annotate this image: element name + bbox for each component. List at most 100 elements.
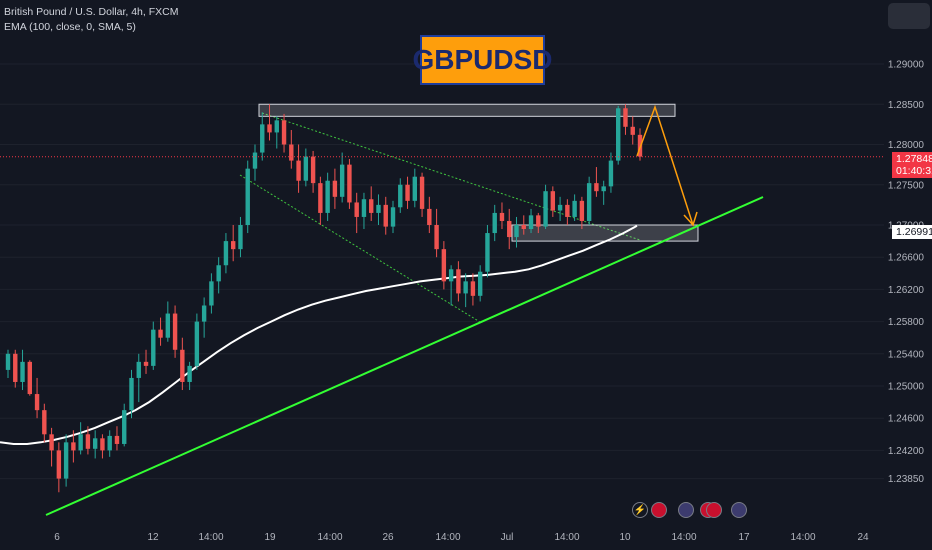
candle-down [71, 430, 76, 463]
candle-up [107, 430, 112, 457]
candle-body [361, 199, 367, 217]
candle-body [245, 168, 250, 225]
candle-up [245, 160, 250, 234]
ema-price-value: 1.26991 [896, 226, 932, 238]
title-text: GBPUDSD [412, 44, 553, 75]
candle-up [92, 430, 98, 459]
candle-body [122, 410, 127, 444]
time-tick: 14:00 [554, 532, 579, 543]
us-flag-icon[interactable] [678, 502, 694, 518]
candle-up [5, 349, 11, 378]
projection-path [636, 104, 694, 226]
candle-body [521, 225, 526, 230]
candle-body [332, 180, 338, 197]
candle-up [572, 194, 577, 221]
candle-down [521, 215, 526, 235]
price-axis: 1.290001.285001.280001.275001.270001.266… [888, 60, 925, 486]
candle-body [209, 281, 214, 306]
current-price-value: 1.27848 [896, 153, 932, 165]
candle-down [230, 225, 236, 262]
candle-body [216, 265, 221, 282]
candle-down [56, 442, 62, 493]
candle-up [586, 176, 592, 225]
time-axis: 6 12 14:00 19 14:00 26 14:00 Jul 14:00 10 14:00 17 1… [54, 532, 869, 543]
candle-body [201, 305, 207, 322]
candle-down [550, 186, 556, 217]
candle-body [536, 215, 541, 227]
price-tick: 1.24200 [888, 446, 925, 457]
candle-body [557, 204, 563, 211]
time-tick: 14:00 [435, 532, 460, 543]
candle-down [347, 158, 352, 209]
candle-body [5, 353, 11, 370]
candle-down [318, 176, 323, 225]
symbol-title: British Pound / U.S. Dollar, 4h, FXCM [4, 6, 179, 18]
candle-body [260, 124, 265, 153]
candle-body [594, 183, 599, 192]
candle-body [172, 313, 178, 350]
price-tick: 1.23850 [888, 474, 925, 485]
candle-body [230, 241, 236, 250]
candle-body [289, 144, 294, 161]
menu-button[interactable] [888, 3, 930, 29]
price-tick: 1.26600 [888, 253, 925, 264]
candle-down [594, 167, 599, 197]
candle-down [158, 317, 163, 346]
candle-body [608, 160, 614, 187]
candle-down [369, 186, 374, 221]
candle-body [434, 225, 439, 250]
candle-body [492, 212, 497, 234]
candle-up [616, 105, 621, 165]
candle-body [427, 208, 432, 225]
candle-up [122, 403, 127, 447]
candle-up [209, 273, 214, 314]
candle-up [151, 321, 156, 370]
candle-down [172, 305, 178, 358]
candle-body [565, 204, 570, 217]
time-tick: 19 [264, 532, 276, 543]
candle-down [100, 434, 105, 459]
time-tick: 10 [619, 532, 631, 543]
candle-body [412, 176, 418, 201]
candle-body [274, 120, 279, 133]
uk-flag-icon[interactable] [651, 502, 667, 518]
candle-up [78, 422, 83, 455]
candle-body [281, 120, 287, 145]
candle-body [601, 186, 606, 192]
ema-polyline [0, 224, 638, 445]
candle-body [572, 200, 577, 217]
candle-body [296, 160, 301, 181]
candle-up [361, 192, 367, 230]
candle-up [485, 225, 490, 278]
candle-body [616, 108, 621, 161]
candle-down [143, 349, 149, 374]
candle-body [623, 108, 628, 127]
candle-up [238, 216, 243, 258]
time-tick: 12 [147, 532, 159, 543]
candle-up [274, 116, 279, 149]
candle-body [470, 281, 476, 296]
candle-up [165, 301, 171, 342]
trendline [45, 196, 764, 516]
time-tick: 6 [54, 532, 60, 543]
candle-down [456, 261, 461, 302]
candle-up [303, 148, 309, 187]
candle-body [107, 435, 112, 451]
uk-flag-icon[interactable] [706, 502, 722, 518]
candle-body [630, 126, 635, 135]
us-flag-icon[interactable] [731, 502, 747, 518]
chart-legend: British Pound / U.S. Dollar, 4h, FXCM EM… [4, 5, 178, 35]
candle-body [398, 184, 403, 208]
price-tick: 1.24600 [888, 414, 925, 425]
candle-up [398, 178, 403, 213]
candle-body [267, 124, 272, 133]
candle-body [339, 164, 345, 197]
time-tick: 26 [382, 532, 394, 543]
candle-body [543, 191, 548, 227]
candles [5, 104, 643, 493]
candle-body [405, 184, 410, 201]
lightning-icon[interactable]: ⚡ [632, 502, 648, 518]
candle-down [507, 208, 512, 250]
channel-upper [261, 112, 641, 241]
